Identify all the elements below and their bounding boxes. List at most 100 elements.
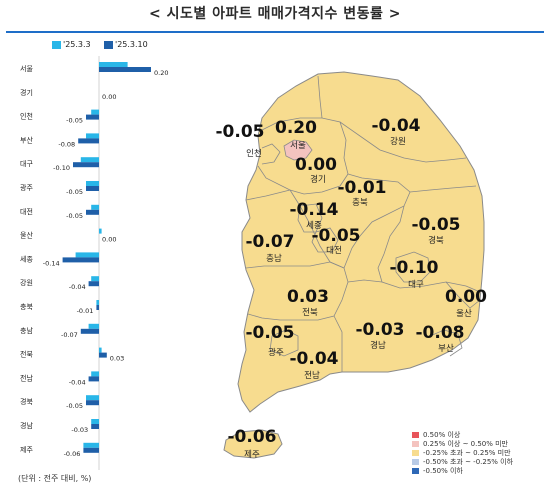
border-jeonbuk	[245, 261, 349, 321]
data-label: -0.03	[71, 426, 88, 434]
category-label: 광주	[20, 184, 33, 192]
legend-label-curr: '25.3.10	[115, 40, 148, 49]
bar-curr	[62, 257, 99, 263]
legend-swatch-curr	[104, 40, 113, 49]
map-legend-swatch	[412, 441, 419, 447]
map-region-daegu: 대구	[408, 280, 424, 290]
region-borders	[245, 75, 481, 372]
bar-prev	[88, 323, 99, 329]
data-label: 0.00	[102, 236, 116, 244]
map-value-incheon: -0.05	[216, 122, 265, 142]
map-value-gwangju: -0.05	[246, 323, 295, 343]
map-region-gangwon: 강원	[390, 136, 406, 147]
map-value-gyeonggi: 0.00	[295, 155, 337, 175]
map-region-ulsan: 울산	[456, 308, 472, 319]
map-legend-label: -0.50% 초과 ~ -0.25% 이하	[423, 458, 514, 466]
border-daegu	[395, 251, 431, 283]
legend-item-curr: '25.3.10	[104, 40, 148, 49]
map-region-seoul: 서울	[290, 141, 306, 151]
category-label: 서울	[20, 64, 33, 73]
map-shapes	[223, 71, 485, 459]
category-label: 충남	[20, 326, 33, 335]
map-legend-swatch	[412, 450, 419, 456]
bar-curr	[91, 424, 99, 429]
map-region-gwangju: 광주	[268, 347, 284, 358]
map-legend-label: -0.50% 이하	[423, 467, 463, 475]
map-region-jeonbuk: 전북	[302, 307, 318, 318]
bar-prev	[99, 62, 128, 67]
map-value-chungnam: -0.07	[246, 232, 295, 252]
bar-prev	[83, 442, 99, 448]
map-value-sejong: -0.14	[290, 200, 339, 220]
data-label: -0.04	[69, 378, 86, 386]
bar-curr	[96, 305, 99, 310]
map-legend: 0.50% 이상 0.25% 이상 ~ 0.50% 미만 -0.25% 초과 ~ 0…	[412, 431, 513, 476]
title-bar: < 시도별 아파트 매매가격지수 변동률 >	[0, 0, 550, 33]
seoul-shape	[283, 139, 313, 161]
bar-curr	[80, 328, 99, 334]
category-label: 경남	[20, 421, 33, 430]
map-region-gyeongnam: 경남	[370, 340, 386, 351]
bar-curr	[86, 209, 99, 215]
map-legend-item: 0.25% 이상 ~ 0.50% 미만	[412, 440, 513, 449]
bar-prev	[91, 419, 99, 424]
bar-prev	[91, 204, 99, 210]
bar-curr	[88, 376, 99, 382]
bar-curr	[88, 281, 99, 287]
map-legend-item: 0.50% 이상	[412, 431, 513, 440]
data-label: -0.08	[58, 140, 75, 148]
data-label: -0.10	[53, 164, 70, 172]
bar-prev	[91, 109, 99, 115]
map-region-gyeonggi: 경기	[310, 174, 326, 185]
border-ulsan	[445, 281, 481, 309]
category-label: 전북	[20, 350, 33, 359]
map-legend-swatch	[412, 459, 419, 465]
legend-swatch-prev	[52, 40, 61, 49]
data-label: -0.05	[66, 117, 83, 125]
map-legend-swatch	[412, 432, 419, 438]
map-legend-swatch	[412, 468, 419, 474]
category-label: 인천	[20, 112, 33, 121]
map-region-incheon: 인천	[246, 148, 262, 159]
bar-curr	[78, 138, 99, 144]
map-value-jeonnam: -0.04	[290, 349, 339, 369]
legend-label-prev: '25.3.3	[63, 40, 91, 49]
border-daejeon	[311, 227, 339, 253]
map-value-jeonbuk: 0.03	[287, 287, 329, 307]
bar-curr	[73, 162, 99, 168]
bar-prev	[91, 276, 99, 282]
category-label: 대구	[20, 160, 33, 168]
map-value-jeju: -0.06	[228, 427, 277, 447]
data-label: 0.03	[110, 355, 124, 363]
category-label: 부산	[20, 135, 33, 144]
map-value-ulsan: 0.00	[445, 287, 487, 307]
border-gwangju	[269, 329, 299, 357]
data-label: 0.00	[102, 93, 116, 101]
map-region-jeonnam: 전남	[304, 370, 320, 381]
data-label: -0.05	[66, 402, 83, 410]
category-label: 세종	[20, 254, 33, 263]
bar-prev	[86, 133, 99, 139]
border-gyeongnam	[333, 279, 383, 372]
data-label: -0.05	[66, 188, 83, 196]
category-label: 강원	[20, 278, 33, 287]
map-legend-label: -0.25% 초과 ~ 0.25% 미만	[423, 449, 511, 457]
map-value-daejeon: -0.05	[312, 226, 361, 246]
border-chungbuk	[347, 173, 411, 249]
category-label: 대전	[20, 207, 33, 216]
map-legend-item: -0.25% 초과 ~ 0.25% 미만	[412, 449, 513, 458]
map-legend-item: -0.50% 초과 ~ -0.25% 이하	[412, 458, 513, 467]
title-underline	[6, 31, 544, 33]
border-incheon	[261, 143, 281, 165]
data-label: -0.01	[77, 307, 94, 315]
unit-note: (단위 : 전주 대비, %)	[18, 474, 92, 483]
map-labels: -0.05인천0.20서울0.00경기-0.04강원-0.01충북-0.14세종…	[216, 116, 488, 460]
data-label: -0.14	[43, 259, 60, 267]
bar-prev	[96, 300, 99, 305]
category-label: 제주	[20, 446, 33, 454]
bar-curr	[86, 400, 99, 406]
bar-prev	[86, 395, 99, 401]
border-gangwon	[317, 75, 467, 163]
map-legend-label: 0.50% 이상	[423, 431, 461, 439]
